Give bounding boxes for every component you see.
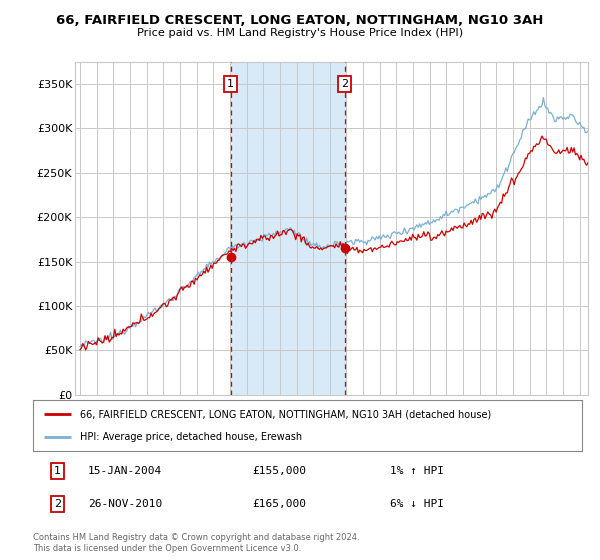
Text: 26-NOV-2010: 26-NOV-2010	[88, 500, 162, 509]
Text: £155,000: £155,000	[253, 466, 307, 476]
Text: 2: 2	[54, 500, 61, 509]
Text: 1% ↑ HPI: 1% ↑ HPI	[390, 466, 444, 476]
Text: 6% ↓ HPI: 6% ↓ HPI	[390, 500, 444, 509]
Text: HPI: Average price, detached house, Erewash: HPI: Average price, detached house, Erew…	[80, 432, 302, 442]
Text: 1: 1	[227, 79, 234, 89]
Text: 66, FAIRFIELD CRESCENT, LONG EATON, NOTTINGHAM, NG10 3AH: 66, FAIRFIELD CRESCENT, LONG EATON, NOTT…	[56, 14, 544, 27]
Text: 1: 1	[54, 466, 61, 476]
Text: 15-JAN-2004: 15-JAN-2004	[88, 466, 162, 476]
Text: 66, FAIRFIELD CRESCENT, LONG EATON, NOTTINGHAM, NG10 3AH (detached house): 66, FAIRFIELD CRESCENT, LONG EATON, NOTT…	[80, 409, 491, 419]
Bar	[230, 62, 345, 395]
Text: Price paid vs. HM Land Registry's House Price Index (HPI): Price paid vs. HM Land Registry's House …	[137, 28, 463, 38]
Text: 2: 2	[341, 79, 349, 89]
Text: £165,000: £165,000	[253, 500, 307, 509]
Text: Contains HM Land Registry data © Crown copyright and database right 2024.
This d: Contains HM Land Registry data © Crown c…	[33, 533, 359, 553]
